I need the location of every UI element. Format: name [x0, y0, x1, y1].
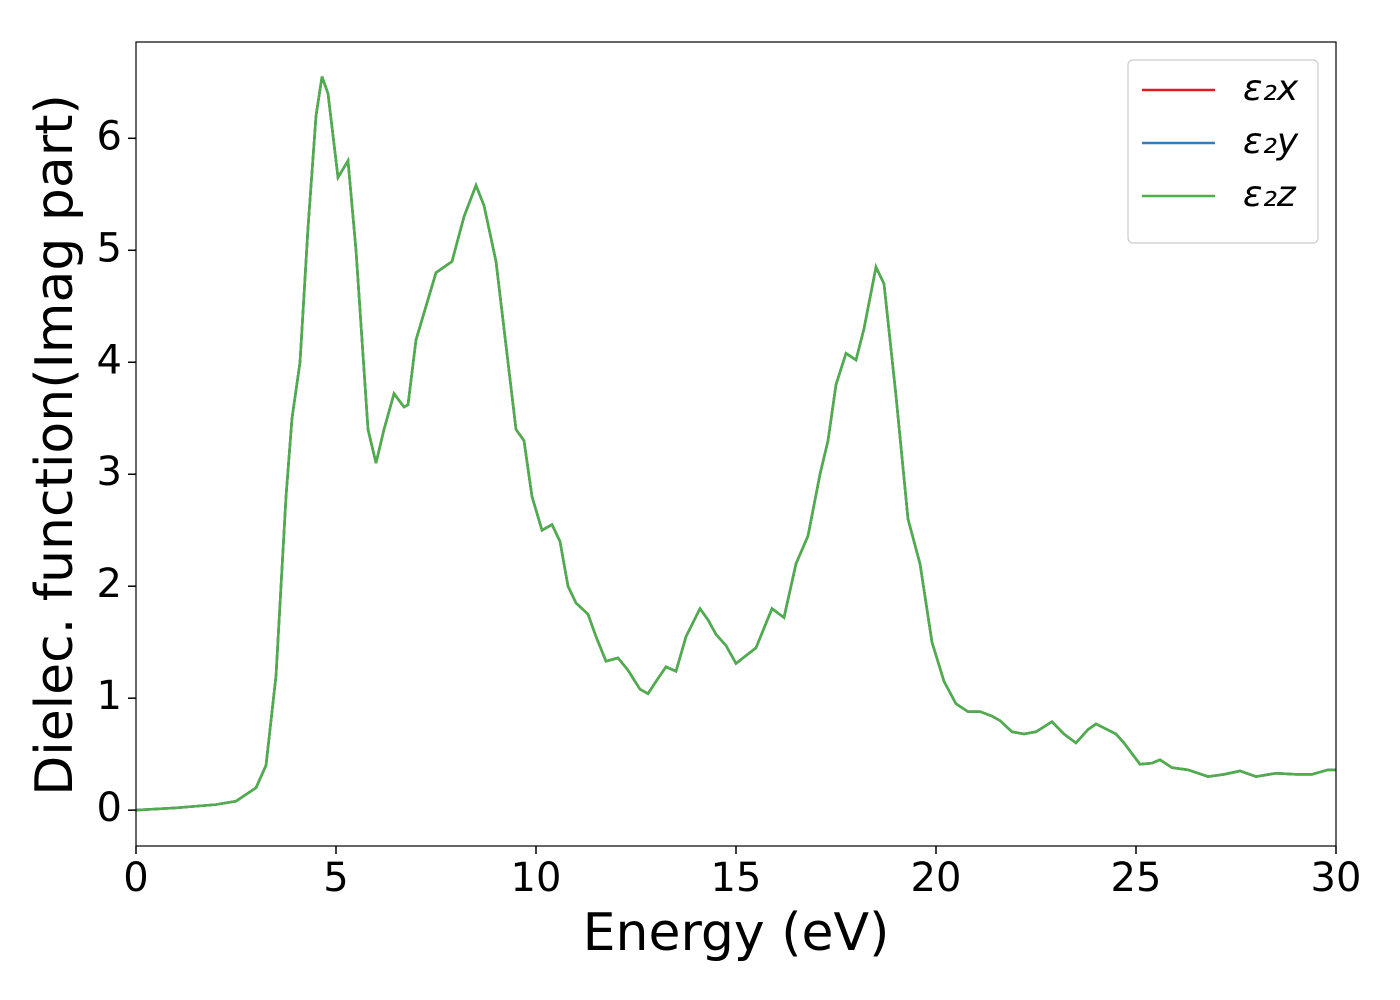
x-tick-label: 20 — [911, 855, 962, 901]
legend-label: ε₂y — [1243, 121, 1299, 162]
y-axis-label: Dielec. function(Imag part) — [25, 94, 85, 796]
y-tick-label: 3 — [97, 449, 122, 495]
x-tick-label: 30 — [1311, 855, 1362, 901]
x-tick-label: 10 — [511, 855, 562, 901]
legend-label: ε₂z — [1243, 174, 1297, 215]
data-line — [135, 76, 1336, 812]
y-tick-label: 4 — [97, 337, 122, 383]
y-tick-label: 6 — [97, 113, 122, 159]
legend-label: ε₂x — [1243, 68, 1299, 109]
x-tick-label: 0 — [123, 855, 148, 901]
y-tick-label: 2 — [97, 561, 122, 607]
x-tick-label: 15 — [711, 855, 762, 901]
x-tick-label: 25 — [1111, 855, 1162, 901]
x-axis-label: Energy (eV) — [583, 903, 890, 963]
plot-frame — [135, 41, 1337, 847]
y-tick-label: 0 — [97, 785, 122, 831]
y-tick-label: 5 — [97, 225, 122, 271]
x-tick-label: 5 — [323, 855, 348, 901]
y-tick-label: 1 — [97, 673, 122, 719]
